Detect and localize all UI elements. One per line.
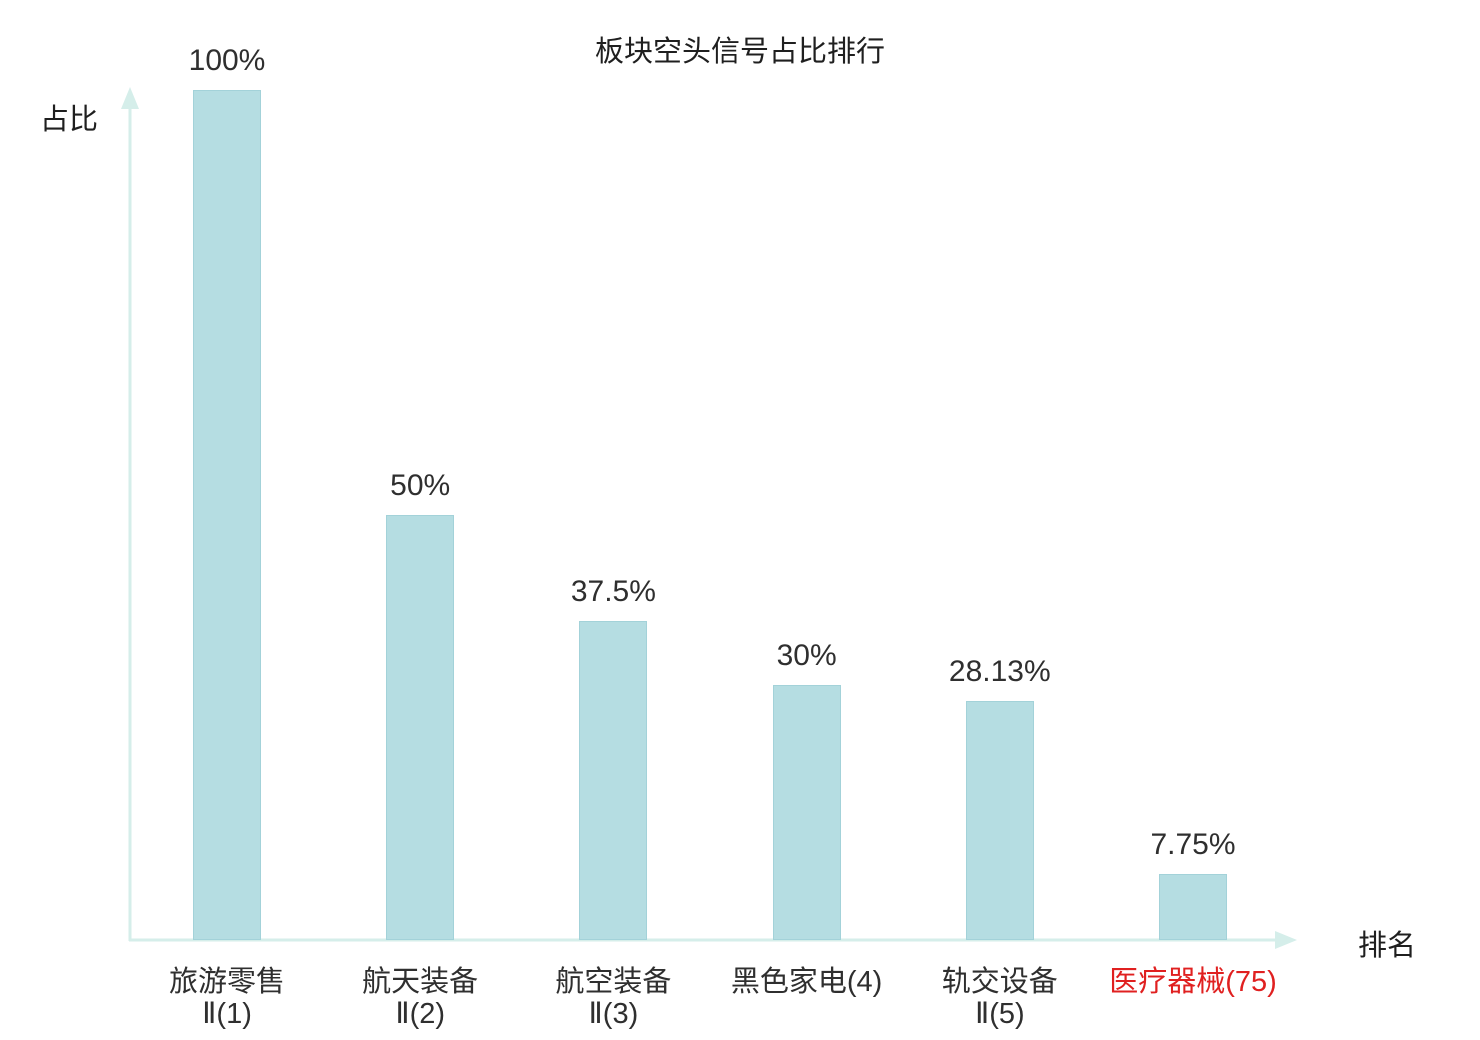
bar [386,515,455,940]
y-axis-label: 占比 [40,104,99,136]
bar-category-label: Ⅱ(2) [395,998,446,1030]
bar [772,685,841,940]
bar-value-label: 50% [390,469,451,502]
bar-category-label: 航天装备 [362,966,479,998]
bar-category-label: 医疗器械(75) [1109,966,1277,998]
bar-category-label: 航空装备 [555,966,672,998]
x-axis-label: 排名 [1358,930,1417,962]
bar-value-label: 7.75% [1150,828,1236,862]
bar [193,90,261,940]
bar [1159,874,1227,940]
bar-value-label: 28.13% [948,654,1051,688]
chart-title: 板块空头信号占比排行 [594,36,885,68]
bar-category-label: 轨交设备 [941,966,1058,998]
bar-category-label: 黑色家电(4) [730,966,883,998]
bar [579,621,648,940]
bar-category-label: Ⅱ(5) [974,998,1025,1030]
bar-category-label: 旅游零售 [168,966,286,998]
bar-value-label: 30% [776,639,837,672]
bar-category-label: Ⅱ(1) [202,998,252,1030]
bar-category-label: Ⅱ(3) [588,998,639,1030]
bar-value-label: 100% [188,44,266,77]
bar [965,700,1034,940]
bar-value-label: 37.5% [570,575,656,609]
